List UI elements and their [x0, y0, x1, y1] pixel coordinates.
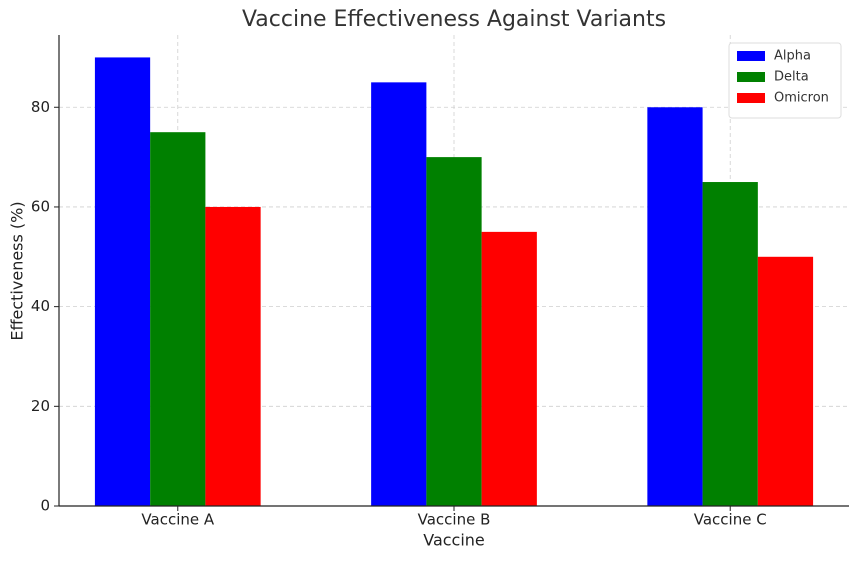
bar — [426, 157, 482, 506]
legend-label: Alpha — [774, 49, 811, 64]
legend-label: Delta — [774, 70, 809, 85]
y-tick-label: 80 — [31, 98, 50, 116]
legend-swatch — [737, 51, 765, 61]
x-tick-label: Vaccine A — [141, 511, 214, 529]
y-tick-label: 60 — [31, 197, 50, 215]
y-tick-label: 20 — [31, 397, 50, 415]
bar — [647, 107, 703, 507]
x-axis-label: Vaccine — [423, 531, 485, 550]
legend: Alpha Delta Omicron — [728, 42, 842, 119]
y-tick-label: 40 — [31, 297, 50, 315]
bar — [150, 132, 206, 506]
y-tick-label: 0 — [40, 497, 50, 515]
bar — [481, 231, 537, 506]
legend-swatch — [737, 93, 765, 103]
chart-title: Vaccine Effectiveness Against Variants — [242, 7, 666, 32]
legend-swatch — [737, 72, 765, 82]
bar — [371, 82, 427, 506]
legend-label: Omicron — [774, 91, 829, 106]
bar — [757, 256, 814, 506]
x-tick-label: Vaccine C — [694, 511, 767, 529]
bar — [702, 182, 758, 507]
y-axis-label: Effectiveness (%) — [8, 201, 27, 340]
bar — [205, 206, 261, 506]
x-tick-label: Vaccine B — [418, 511, 491, 529]
bar — [94, 57, 151, 507]
